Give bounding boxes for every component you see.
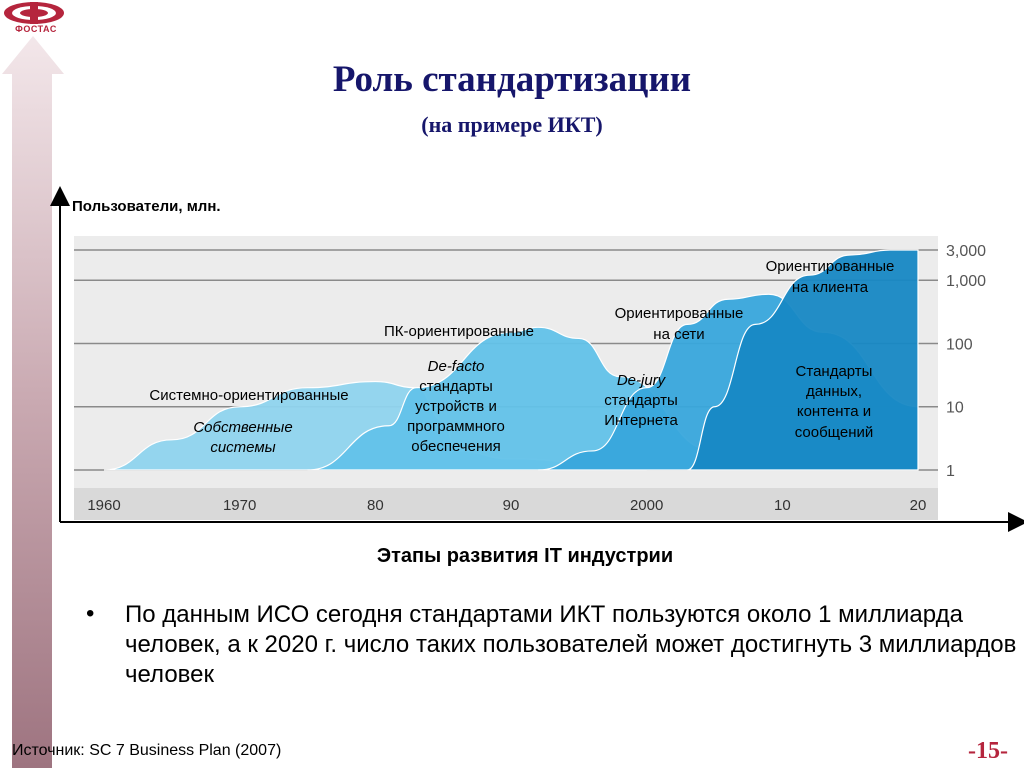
annotation-label-defacto-3: устройств и <box>415 398 497 415</box>
y-axis-label: Пользователи, млн. <box>72 198 221 215</box>
bullet-marker: • <box>86 600 95 627</box>
annotation-label-defacto-4: программного <box>407 418 505 435</box>
page-number: -15- <box>968 738 1008 764</box>
y-tick-label: 100 <box>946 336 973 353</box>
annotation-label-defacto-5: обеспечения <box>411 438 501 455</box>
annotation-label-client-2: на клиента <box>792 279 869 296</box>
annotation-label-network-1: Ориентированные <box>615 305 744 322</box>
bullet-text: По данным ИСО сегодня стандартами ИКТ по… <box>125 601 1017 688</box>
annotation-label-defacto-1: De-facto <box>428 358 485 375</box>
annotation-label-dejury-1: De-jury <box>617 372 667 389</box>
fostas-logo <box>4 2 64 24</box>
y-tick-label: 1,000 <box>946 273 986 290</box>
annotation-label-defacto-2: стандарты <box>419 378 493 395</box>
x-axis-band <box>74 488 938 520</box>
annotation-label-data-3: контента и <box>797 403 871 420</box>
x-tick-label: 2000 <box>630 497 663 514</box>
x-axis-label: Этапы развития IT индустрии <box>377 545 673 567</box>
x-tick-label: 1970 <box>223 497 256 514</box>
x-tick-label: 20 <box>910 497 927 514</box>
annotation-label-dejury-3: Интернета <box>604 412 678 429</box>
annotation-label-network-2: на сети <box>653 326 704 343</box>
page-title: Роль стандартизации <box>332 59 692 100</box>
annotation-label-data-1: Стандарты <box>796 363 873 380</box>
x-tick-label: 80 <box>367 497 384 514</box>
annotation-label-data-4: сообщений <box>795 424 874 441</box>
y-tick-label: 3,000 <box>946 243 986 260</box>
annotation-label-proprietary-2: системы <box>210 439 275 456</box>
y-tick-label: 1 <box>946 463 955 480</box>
annotation-label-data-2: данных, <box>806 383 862 400</box>
annotation-label-system: Системно-ориентированные <box>149 387 348 404</box>
logo-text: ФОСТАС <box>15 24 57 34</box>
annotation-label-client-1: Ориентированные <box>766 258 895 275</box>
x-tick-label: 10 <box>774 497 791 514</box>
x-tick-label: 1960 <box>87 497 120 514</box>
area-series-4 <box>687 249 919 471</box>
page-subtitle: (на примере ИКТ) <box>421 112 603 137</box>
annotation-label-dejury-2: стандарты <box>604 392 678 409</box>
annotation-label-pc: ПК-ориентированные <box>384 323 534 340</box>
annotation-label-proprietary-1: Собственные <box>193 419 292 436</box>
x-tick-label: 90 <box>503 497 520 514</box>
side-arrow-decoration <box>2 36 64 768</box>
y-tick-label: 10 <box>946 400 964 417</box>
source-note: Источник: SC 7 Business Plan (2007) <box>12 742 282 759</box>
